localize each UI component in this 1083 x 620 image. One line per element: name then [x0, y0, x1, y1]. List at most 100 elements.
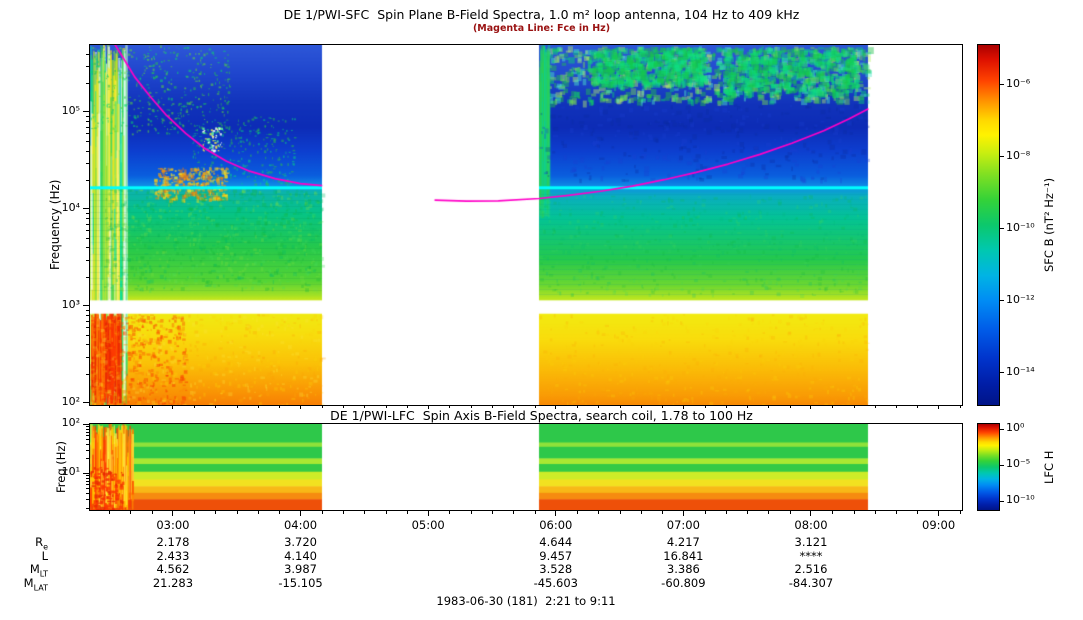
lfc-xtick-minor [109, 511, 111, 514]
ephemeris-value: 4.217 [666, 535, 700, 549]
lfc-colorbar-tick [1000, 428, 1004, 430]
lfc-xtick-minor [215, 511, 217, 514]
lfc-colorbar-label: LFC H [1042, 450, 1056, 484]
lfc-xtick-minor [853, 511, 855, 514]
ephemeris-value: 21.283 [152, 575, 194, 590]
ephemeris-value: 9.457 [539, 548, 573, 563]
footer-date: 1983-06-30 (181) 2:21 to 9:11 [436, 594, 616, 608]
lfc-xtick [172, 511, 174, 516]
sfc-colorbar-label: SFC B (nT² Hz⁻¹) [1042, 177, 1056, 273]
x-tick-label: 08:00 [794, 518, 828, 532]
sfc-xtick-minor [534, 406, 536, 408]
sfc-xtick-minor [151, 406, 153, 408]
sfc-ytick-minor [86, 310, 90, 312]
ephemeris-row-label-mlt-sub: LT [39, 569, 48, 579]
lfc-xtick-minor [364, 511, 366, 514]
lfc-xtick-minor [789, 511, 791, 514]
sfc-xtick-minor [109, 406, 111, 408]
sfc-colorbar-tick [1000, 372, 1004, 374]
sfc-ytick-minor [86, 344, 90, 346]
lfc-xtick-minor [194, 511, 196, 514]
ephemeris-value: 2.178 [156, 535, 190, 549]
lfc-xtick-minor [619, 511, 621, 514]
sfc-ytick-major [83, 111, 90, 113]
sfc-ytick-minor [86, 327, 90, 329]
sfc-colorbar-tick-label: 10⁻¹² [1006, 292, 1035, 306]
lfc-ytick-minor [86, 443, 90, 445]
sfc-colorbar-tick-label: 10⁻⁸ [1006, 148, 1031, 162]
lfc-ytick-minor [86, 492, 90, 494]
lfc-colorbar [977, 423, 1000, 511]
sfc-ytick-minor [86, 150, 90, 152]
sfc-ytick-label: 10⁵ [61, 103, 80, 117]
sfc-ytick-minor [86, 230, 90, 232]
lfc-xtick-minor [747, 511, 749, 514]
sfc-xtick [810, 406, 812, 409]
sfc-ytick-major [83, 402, 90, 404]
sfc-colorbar-tick [1000, 156, 1004, 158]
sfc-ytick-minor [86, 82, 90, 84]
sfc-xtick-minor [640, 406, 642, 408]
ephemeris-value: -84.307 [788, 575, 834, 590]
lfc-ytick-minor [86, 475, 90, 477]
sfc-ytick-label: 10³ [61, 297, 80, 311]
ephemeris-value: 4.562 [156, 562, 190, 576]
sfc-heatmap-canvas [90, 45, 962, 405]
sfc-xtick-minor [853, 406, 855, 408]
lfc-colorbar-tick [1000, 500, 1004, 502]
sfc-colorbar-tick-label: 10⁻⁶ [1006, 76, 1031, 90]
sfc-ytick-minor [86, 121, 90, 123]
sfc-ytick-minor [86, 126, 90, 128]
sfc-xtick-minor [513, 406, 515, 408]
lfc-ytick-minor [86, 507, 90, 509]
sfc-colorbar-tick [1000, 84, 1004, 86]
lfc-xtick-minor [470, 511, 472, 514]
sfc-plot-area [89, 44, 963, 406]
ephemeris-value: -45.603 [533, 575, 578, 590]
lfc-xtick [682, 511, 684, 516]
sfc-ytick-minor [86, 53, 90, 55]
sfc-xtick-minor [725, 406, 727, 408]
sfc-colorbar-tick-label: 10⁻¹⁴ [1006, 364, 1035, 378]
sfc-xtick-minor [321, 406, 323, 408]
lfc-ytick-major [83, 423, 90, 425]
lfc-title: DE 1/PWI-LFC Spin Axis B-Field Spectra, … [330, 408, 753, 423]
sfc-xtick [300, 406, 302, 409]
ephemeris-value: 3.386 [666, 562, 700, 576]
sfc-ytick-minor [86, 141, 90, 143]
sfc-ytick-minor [86, 162, 90, 164]
ephemeris-value: 16.841 [663, 548, 704, 563]
sfc-ytick-minor [86, 276, 90, 278]
lfc-xtick-minor [449, 511, 451, 514]
lfc-xtick-minor [832, 511, 834, 514]
sfc-xtick [427, 406, 429, 409]
lfc-ytick-minor [86, 438, 90, 440]
ephemeris-row-label-mlat: MLAT [8, 576, 48, 592]
x-tick-label: 04:00 [283, 518, 318, 532]
sfc-ytick-minor [86, 213, 90, 215]
sfc-ytick-minor [86, 259, 90, 261]
ephemeris-value: 4.140 [284, 548, 318, 563]
lfc-xtick-minor [725, 511, 727, 514]
sfc-xtick-minor [449, 406, 451, 408]
sfc-ytick-minor [86, 133, 90, 135]
lfc-xtick-minor [236, 511, 238, 514]
sfc-xtick-minor [917, 406, 919, 408]
lfc-xtick-minor [917, 511, 919, 514]
sfc-ytick-major [83, 208, 90, 210]
sfc-subtitle: (Magenta Line: Fce in Hz) [472, 23, 611, 34]
ephemeris-row-label-mlat-sub: LAT [33, 582, 48, 592]
lfc-ytick-minor [86, 449, 90, 451]
sfc-colorbar [977, 44, 1000, 406]
x-tick-label: 05:00 [411, 518, 445, 532]
sfc-xtick-minor [236, 406, 238, 408]
sfc-xtick-minor [619, 406, 621, 408]
sfc-xtick-minor [279, 406, 281, 408]
sfc-xtick [682, 406, 684, 409]
sfc-xtick-minor [364, 406, 366, 408]
lfc-ytick-minor [86, 484, 90, 486]
sfc-xtick-minor [598, 406, 600, 408]
ephemeris-row-label-re-main: R [35, 535, 44, 549]
lfc-ytick-minor [86, 458, 90, 460]
ephemeris-row-label-mlt: MLT [8, 562, 48, 578]
